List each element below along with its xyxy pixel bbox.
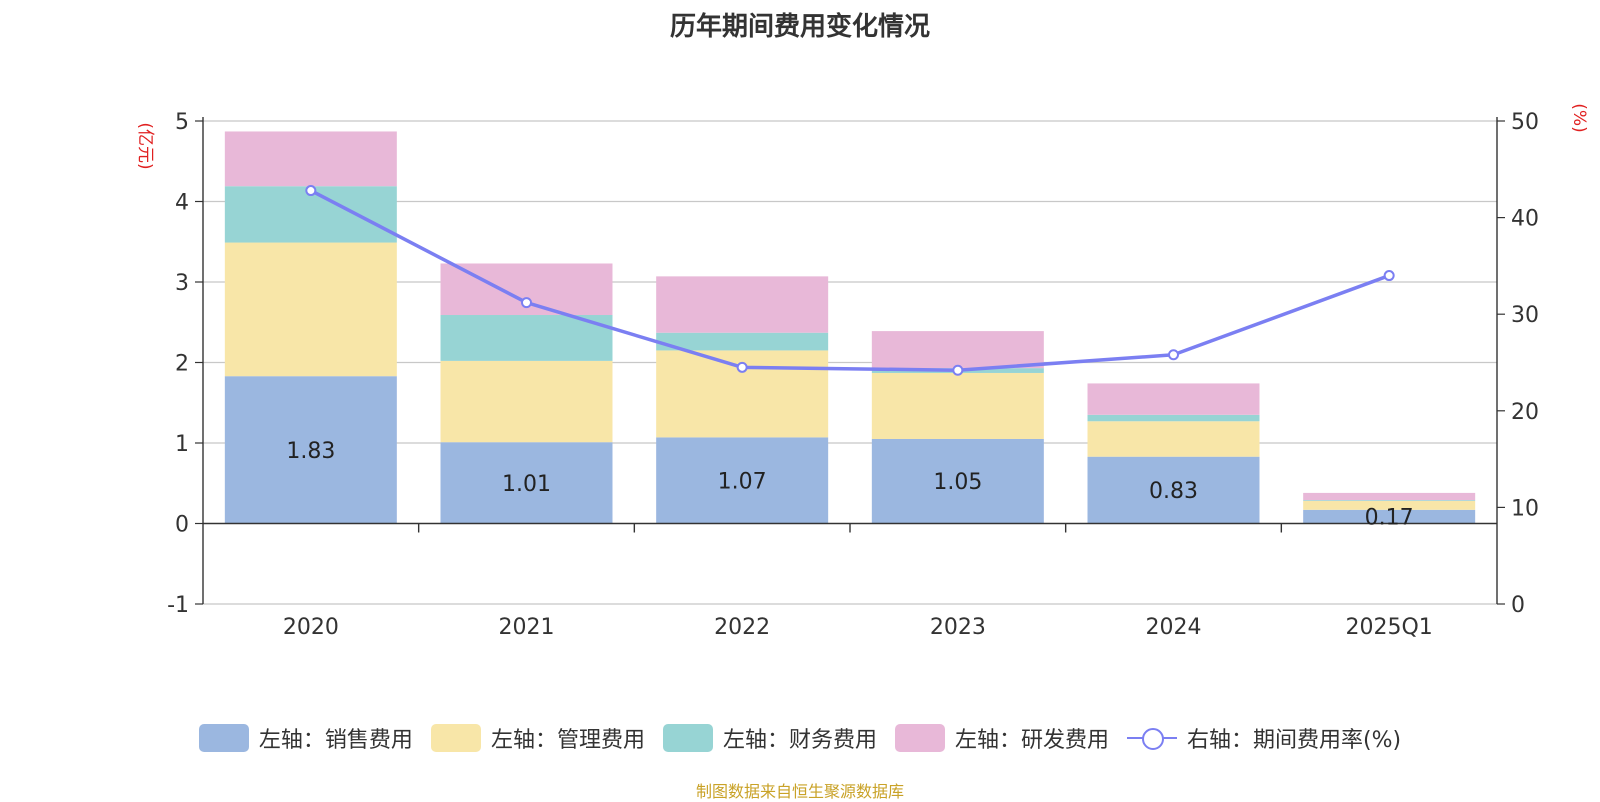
y-left-tick-label: 2 <box>175 352 189 377</box>
legend-item-expense-rate[interactable]: 右轴：期间费用率(%) <box>1126 722 1402 754</box>
bar-segment <box>224 376 397 524</box>
data-label: 1.83 <box>286 439 335 464</box>
bar-segment <box>656 437 829 524</box>
line-point <box>736 361 748 373</box>
y-right-tick-label: 0 <box>1511 593 1525 618</box>
legend-item-sales[interactable]: 左轴：销售费用 <box>198 722 413 754</box>
y-left-unit-label: (亿元) <box>135 122 155 169</box>
line-point <box>1383 270 1395 282</box>
y-right-tick-label: 30 <box>1511 303 1539 328</box>
source-note: 制图数据来自恒生聚源数据库 <box>695 782 904 801</box>
legend-swatch-rnd <box>894 724 945 752</box>
y-right-tick-label: 10 <box>1511 496 1539 521</box>
legend-item-rnd[interactable]: 左轴：研发费用 <box>894 722 1109 754</box>
y-left-tick-label: 4 <box>175 191 189 216</box>
y-right-tick-label: 20 <box>1511 400 1539 425</box>
legend-swatch-admin <box>430 724 481 752</box>
x-tick-label: 2021 <box>499 615 555 640</box>
data-label: 1.01 <box>502 472 551 497</box>
bar-segment <box>871 372 1044 439</box>
bar-segment <box>1087 421 1260 457</box>
line-point <box>521 297 532 309</box>
bar-segment <box>224 131 397 187</box>
data-label: 1.05 <box>933 470 982 495</box>
x-tick-label: 2024 <box>1146 615 1202 640</box>
legend-label-expense-rate: 右轴：期间费用率(%) <box>1186 728 1402 753</box>
bar-segment <box>440 442 613 524</box>
legend-item-finance[interactable]: 左轴：财务费用 <box>662 722 877 754</box>
y-left-tick-label: -1 <box>167 593 189 618</box>
data-label: 0.83 <box>1149 479 1198 504</box>
legend-label-sales: 左轴：销售费用 <box>258 728 413 753</box>
bar-segment <box>1303 500 1476 510</box>
data-label: 1.07 <box>718 469 767 494</box>
x-tick-label: 2022 <box>714 615 770 640</box>
bar-segment <box>1087 414 1260 422</box>
bar-segment <box>1303 500 1476 501</box>
legend-label-finance: 左轴：财务费用 <box>722 728 877 753</box>
y-right-tick-label: 40 <box>1511 207 1539 232</box>
legend-swatch-sales <box>198 724 249 752</box>
y-right-tick-label: 50 <box>1511 110 1539 135</box>
legend-swatch-finance <box>662 724 713 752</box>
bar-segment <box>656 332 829 351</box>
x-tick-label: 2025Q1 <box>1346 615 1433 640</box>
y-left-tick-label: 3 <box>175 271 189 296</box>
bar-segment <box>871 331 1044 369</box>
line-series-expense-rate <box>310 188 1390 372</box>
y-right-unit-label: (%) <box>1569 103 1589 132</box>
bar-segment <box>224 242 397 377</box>
x-tick-label: 2020 <box>283 615 339 640</box>
bar-segment <box>1303 509 1476 524</box>
data-label: 0.17 <box>1365 506 1414 531</box>
legend-swatch-expense-rate <box>1126 724 1177 752</box>
legend-label-rnd: 左轴：研发费用 <box>954 728 1109 753</box>
bar-segment <box>440 360 613 443</box>
bar-segment <box>656 276 829 333</box>
legend-label-admin: 左轴：管理费用 <box>490 728 645 753</box>
bar-segment <box>1087 383 1260 415</box>
y-left-tick-label: 1 <box>175 432 189 457</box>
line-point <box>305 185 317 197</box>
bar-segment <box>1087 456 1260 524</box>
line-point <box>952 364 964 376</box>
bar-segment <box>1303 492 1476 501</box>
x-tick-label: 2023 <box>930 615 986 640</box>
chart-title: 历年期间费用变化情况 <box>669 12 930 42</box>
y-left-tick-label: 5 <box>175 110 189 135</box>
legend-item-admin[interactable]: 左轴：管理费用 <box>430 722 645 754</box>
line-point <box>1168 349 1179 361</box>
bar-segment <box>440 315 613 361</box>
y-left-tick-label: 0 <box>175 513 189 538</box>
bar-segment <box>871 438 1044 524</box>
legend: 左轴：销售费用 左轴：管理费用 左轴：财务费用 左轴：研发费用 右轴：期间费用率… <box>0 722 1600 754</box>
